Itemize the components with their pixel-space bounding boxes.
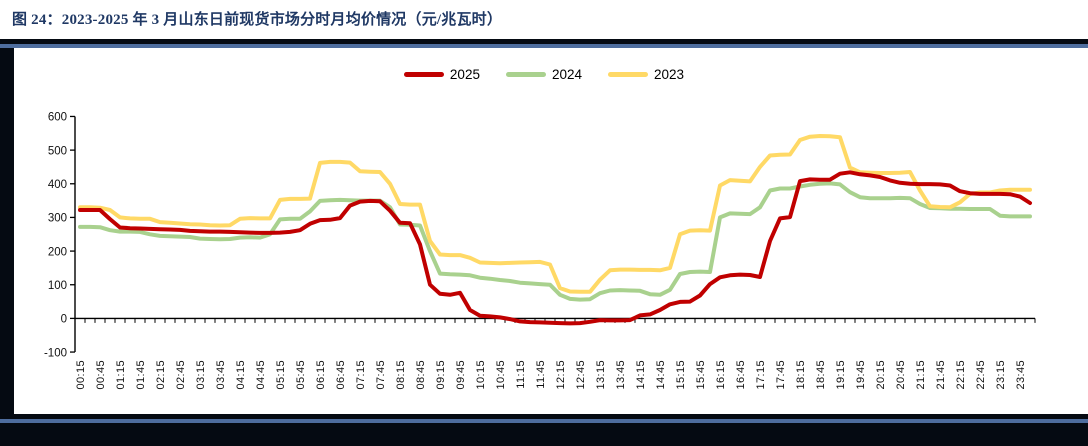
x-tick-label: 17:45 [775, 360, 787, 390]
x-tick-label: 12:15 [555, 360, 567, 390]
x-tick-label: 11:45 [535, 360, 547, 389]
x-tick-label: 08:15 [395, 360, 407, 390]
x-tick-label: 10:15 [475, 360, 487, 390]
x-tick-label: 04:45 [255, 360, 267, 390]
y-tick-label: 300 [48, 213, 67, 225]
x-tick-label: 16:15 [715, 360, 727, 390]
x-tick-label: 23:15 [995, 360, 1007, 390]
y-tick-label: 200 [48, 246, 67, 258]
x-tick-label: 07:15 [355, 360, 367, 390]
series-line-2024 [78, 181, 1032, 302]
x-tick-label: 21:45 [935, 360, 947, 390]
legend-marker-2023 [608, 71, 649, 77]
legend-item-2024: 2024 [505, 66, 583, 82]
x-tick-label: 20:15 [875, 360, 887, 390]
x-tick-label: 19:45 [855, 360, 867, 390]
x-tick-label: 12:45 [575, 360, 587, 390]
bottom-black-band [0, 414, 1088, 446]
legend-item-2023: 2023 [608, 67, 684, 82]
x-tick-label: 16:45 [735, 360, 747, 390]
x-tick-label: 05:45 [295, 360, 307, 390]
x-tick-label: 13:45 [615, 360, 627, 390]
x-tick-label: 15:15 [675, 360, 687, 390]
x-tick-label: 06:45 [335, 360, 347, 390]
series-line-2025 [78, 170, 1032, 326]
x-tick-label: 09:15 [435, 360, 447, 390]
x-tick-label: 07:45 [375, 360, 387, 390]
x-tick-label: 15:45 [695, 360, 707, 390]
chart-legend: 2025 2024 2023 [0, 64, 1088, 84]
x-tick-label: 19:15 [835, 360, 847, 390]
legend-marker-2024 [505, 71, 546, 77]
legend-label-2025: 2025 [449, 66, 480, 82]
x-tick-label: 20:45 [895, 360, 907, 390]
x-tick-label: 11:15 [515, 360, 527, 389]
x-tick-label: 01:15 [115, 360, 127, 390]
legend-label-2024: 2024 [551, 66, 583, 82]
legend-marker-2025 [403, 71, 444, 77]
x-tick-label: 23:45 [1015, 360, 1027, 390]
x-tick-label: 21:15 [915, 360, 927, 390]
x-tick-label: 08:45 [415, 360, 427, 390]
x-tick-label: 14:15 [635, 360, 647, 390]
y-tick-label: 600 [48, 112, 67, 124]
y-tick-label: 500 [48, 145, 67, 157]
x-tick-label: 14:45 [655, 360, 667, 390]
series-line-2023 [78, 134, 1032, 294]
x-tick-label: 10:45 [495, 360, 507, 390]
x-tick-label: 13:15 [595, 360, 607, 390]
figure-title: 图 24：2023-2025 年 3 月山东日前现货市场分时月均价情况（元/兆瓦… [12, 12, 503, 28]
title-divider-blue [0, 44, 1088, 48]
x-tick-label: 00:45 [95, 360, 107, 390]
bottom-divider-blue [0, 419, 1088, 423]
x-tick-label: 05:15 [275, 360, 287, 390]
x-tick-label: 18:45 [815, 360, 827, 390]
y-tick-label: 100 [48, 280, 67, 292]
x-tick-label: 03:15 [195, 360, 207, 390]
x-tick-label: 18:15 [795, 360, 807, 390]
x-tick-label: 22:15 [955, 360, 967, 390]
x-tick-label: 06:15 [315, 360, 327, 390]
figure-title-bar: 图 24：2023-2025 年 3 月山东日前现货市场分时月均价情况（元/兆瓦… [12, 8, 1072, 38]
legend-item-2025: 2025 [403, 66, 480, 82]
x-tick-label: 00:15 [75, 360, 87, 390]
left-black-strip [0, 48, 14, 446]
y-tick-label: -100 [44, 347, 67, 359]
y-tick-label: 0 [61, 314, 67, 326]
x-tick-label: 04:15 [235, 360, 247, 390]
x-tick-label: 22:45 [975, 360, 987, 390]
x-tick-label: 01:45 [135, 360, 147, 390]
legend-label-2023: 2023 [654, 66, 685, 82]
y-tick-label: 400 [48, 179, 67, 191]
x-tick-label: 03:45 [215, 360, 227, 390]
x-tick-label: 17:15 [755, 360, 767, 390]
x-tick-label: 02:15 [155, 360, 167, 390]
x-tick-label: 02:45 [175, 360, 187, 390]
title-divider-dark [0, 39, 1088, 44]
x-tick-label: 09:45 [455, 360, 467, 390]
